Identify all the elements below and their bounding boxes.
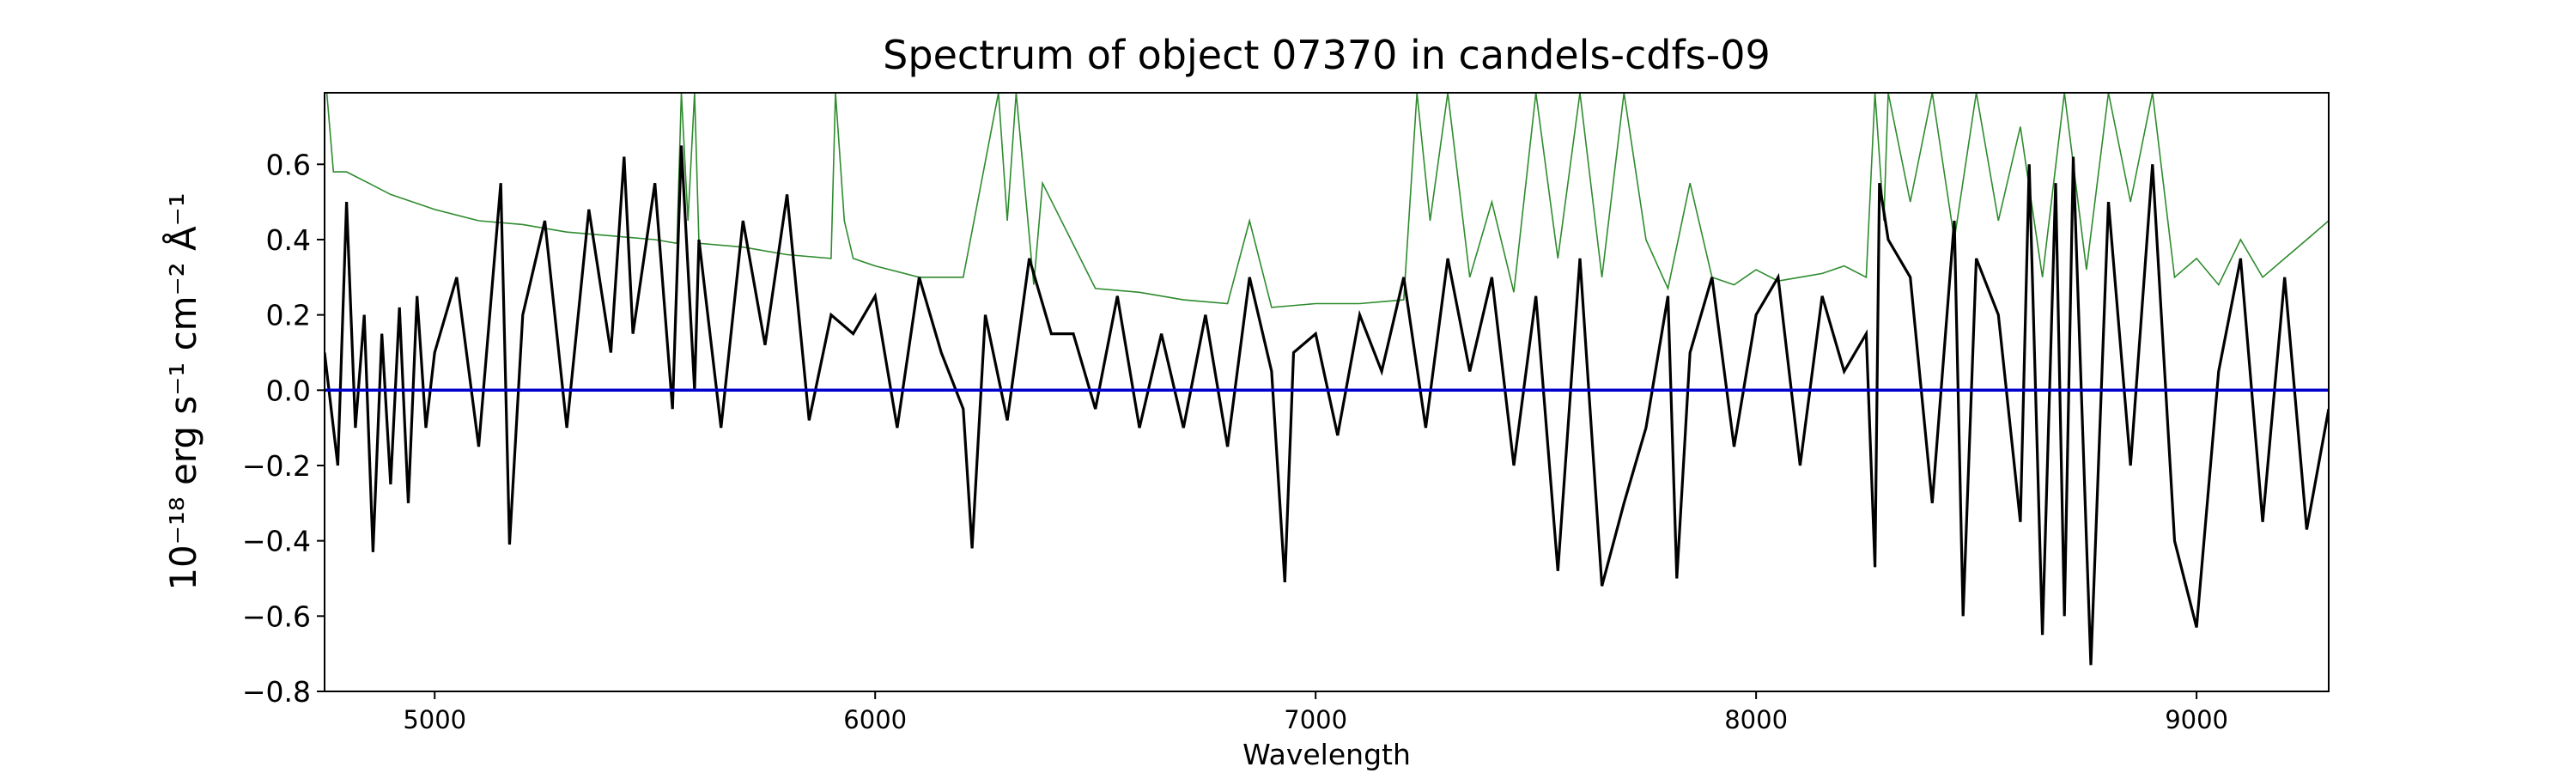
y-tick-label: 0.6 <box>266 148 311 181</box>
series-line-error <box>325 93 2329 308</box>
y-axis-label: 10⁻¹⁸ erg s⁻¹ cm⁻² Å⁻¹ <box>161 192 204 590</box>
x-tick-label: 5000 <box>403 705 466 734</box>
x-axis-ticks: 5000 6000 7000 8000 9000 <box>403 691 2228 734</box>
plot-frame <box>324 92 2330 692</box>
plot-area <box>325 93 2329 666</box>
y-tick-label: −0.6 <box>242 600 311 633</box>
y-tick-label: −0.4 <box>242 525 311 558</box>
x-axis-label: Wavelength <box>1242 738 1411 771</box>
y-tick-label: 0.4 <box>266 223 311 257</box>
x-tick-label: 6000 <box>843 705 907 734</box>
y-axis-ticks: −0.8 −0.6 −0.4 −0.2 0.0 0.2 0.4 0.6 <box>242 148 325 709</box>
y-tick-label: 0.2 <box>266 299 311 332</box>
x-tick-label: 8000 <box>1724 705 1788 734</box>
y-tick-label: 0.0 <box>266 374 311 407</box>
y-tick-label: −0.8 <box>242 675 311 709</box>
x-tick-label: 9000 <box>2165 705 2228 734</box>
series-line-flux <box>325 145 2329 666</box>
x-tick-label: 7000 <box>1284 705 1347 734</box>
chart-title: Spectrum of object 07370 in candels-cdfs… <box>883 32 1771 78</box>
y-tick-label: −0.2 <box>242 449 311 483</box>
